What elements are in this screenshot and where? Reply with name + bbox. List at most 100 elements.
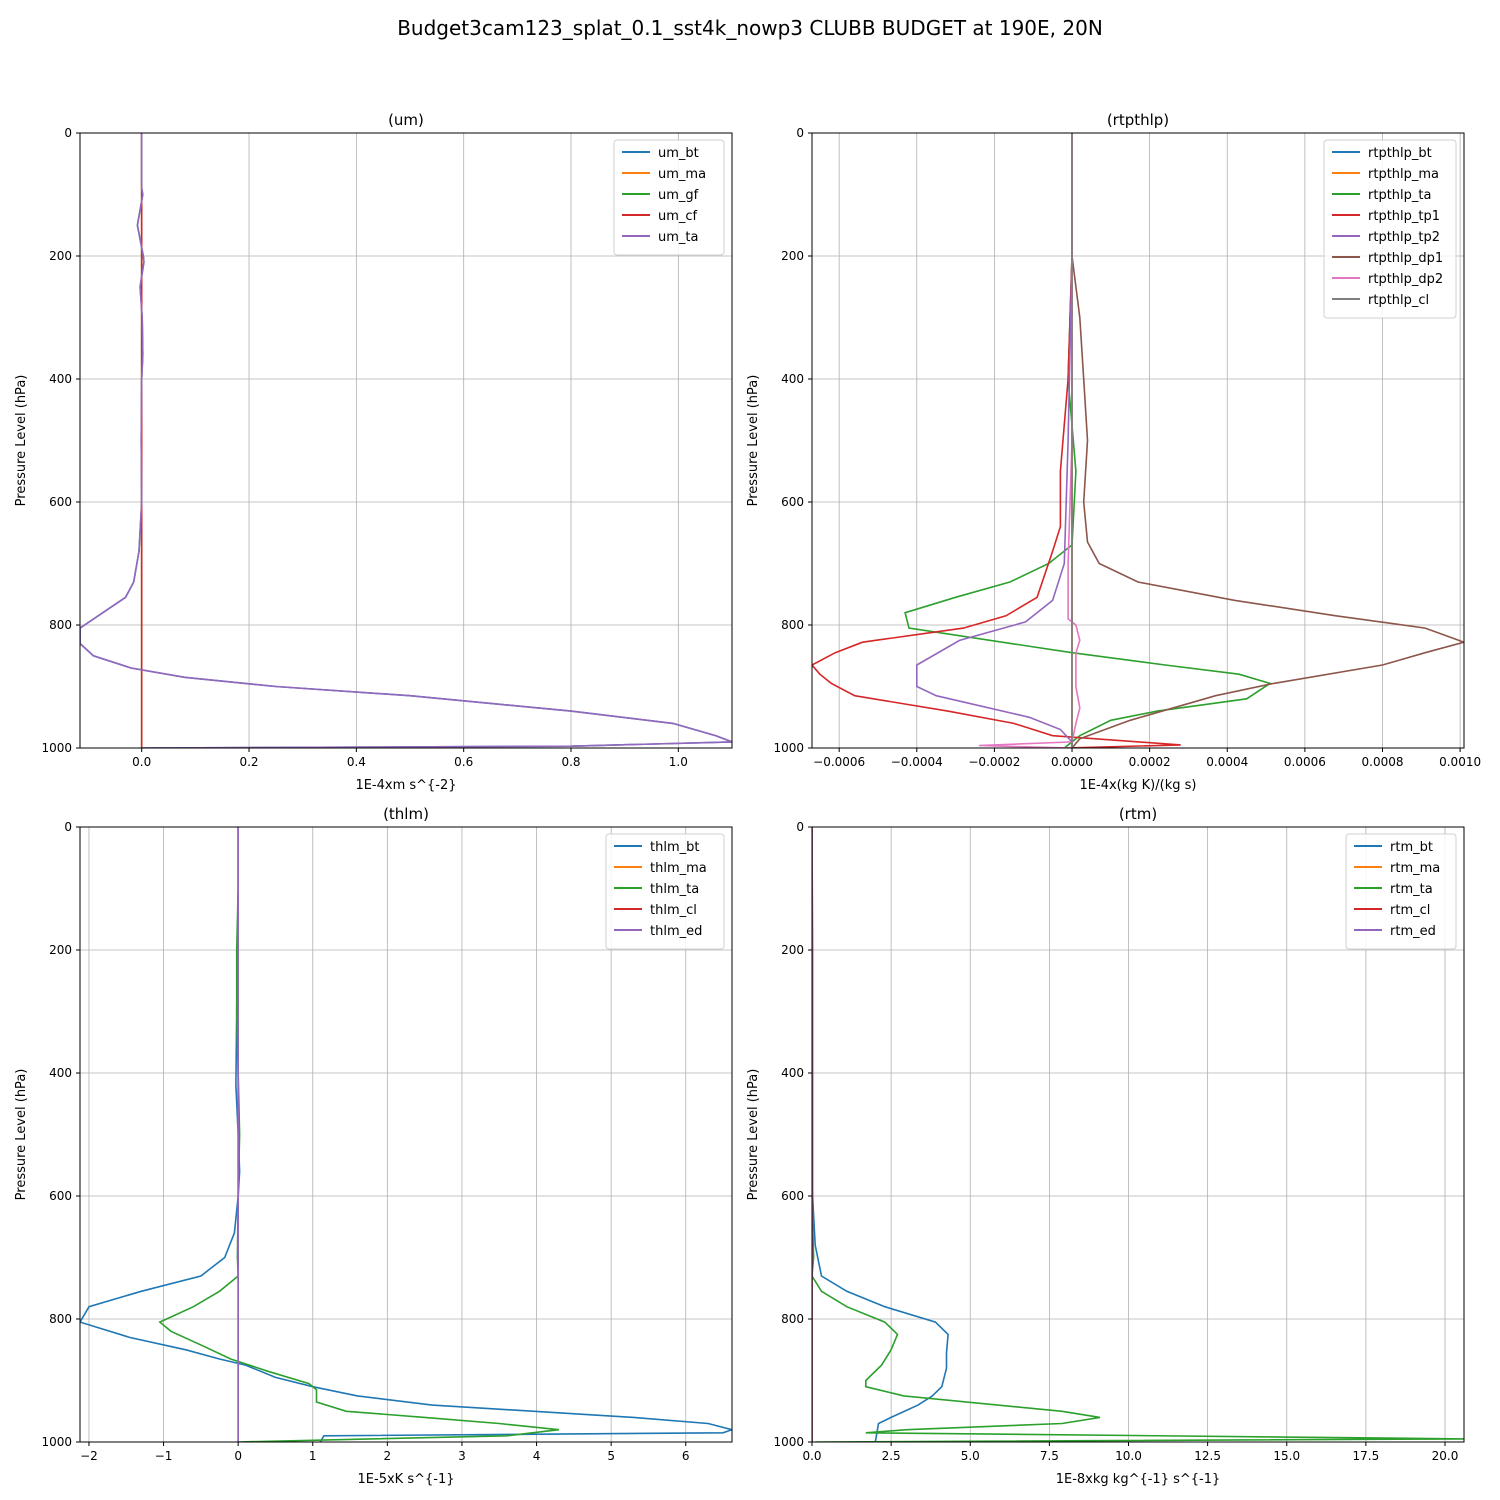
y-axis-label: Pressure Level (hPa) <box>14 1069 29 1201</box>
y-tick-label: 200 <box>49 943 72 957</box>
y-tick-label: 1000 <box>41 741 72 755</box>
x-tick-label: 5 <box>607 1449 615 1463</box>
legend-entry: thlm_bt <box>650 840 699 855</box>
series-line-rtm_ta <box>812 827 1464 1442</box>
y-tick-label: 0 <box>64 126 72 140</box>
y-tick-label: 600 <box>49 495 72 509</box>
legend-entry: rtm_cl <box>1390 903 1430 918</box>
legend-box <box>1323 139 1457 319</box>
legend-entry: thlm_ta <box>650 882 699 897</box>
x-tick-label: 1.0 <box>669 755 688 769</box>
y-tick-label: 600 <box>49 1189 72 1203</box>
x-tick-label: 0.0000 <box>1051 755 1093 769</box>
x-tick-label: 0.0008 <box>1362 755 1404 769</box>
y-tick-label: 200 <box>781 249 804 263</box>
x-tick-label: 6 <box>682 1449 690 1463</box>
axes-frame <box>79 826 733 1443</box>
y-tick-label: 1000 <box>773 741 804 755</box>
x-tick-label: 0.0010 <box>1439 755 1481 769</box>
legend-entry: rtpthlp_tp1 <box>1368 209 1440 224</box>
y-tick-label: 800 <box>49 1312 72 1326</box>
x-tick-label: 0.0002 <box>1129 755 1171 769</box>
x-tick-label: 0.6 <box>454 755 473 769</box>
y-tick-label: 1000 <box>773 1435 804 1449</box>
y-tick-label: 400 <box>49 372 72 386</box>
x-tick-label: −0.0006 <box>813 755 865 769</box>
panel-title: (rtm) <box>1119 805 1157 823</box>
x-axis-label: 1E-4x(kg K)/(kg s) <box>1080 778 1197 793</box>
y-axis-label: Pressure Level (hPa) <box>14 375 29 507</box>
y-axis-label: Pressure Level (hPa) <box>746 375 761 507</box>
series-line-rtpthlp_ta <box>904 133 1272 748</box>
legend-entry: um_bt <box>658 146 699 161</box>
x-tick-label: 20.0 <box>1432 1449 1459 1463</box>
series-line-rtm_bt <box>812 827 949 1442</box>
x-tick-label: −0.0002 <box>968 755 1020 769</box>
legend-entry: rtpthlp_cl <box>1368 293 1429 308</box>
series-line-rtpthlp_dp1 <box>1071 133 1464 748</box>
x-axis-label: 1E-4xm s^{-2} <box>355 778 456 793</box>
legend-entry: rtpthlp_ma <box>1368 167 1439 182</box>
legend-entry: um_ta <box>658 230 698 245</box>
series-line-thlm_ta <box>158 827 559 1442</box>
x-tick-label: −2 <box>80 1449 98 1463</box>
x-tick-label: 12.5 <box>1194 1449 1221 1463</box>
y-tick-label: 800 <box>49 618 72 632</box>
x-tick-label: 0.0006 <box>1284 755 1326 769</box>
y-tick-label: 0 <box>796 126 804 140</box>
legend-entry: rtm_ma <box>1390 861 1440 876</box>
legend-entry: rtpthlp_dp2 <box>1368 272 1443 287</box>
legend-entry: rtpthlp_bt <box>1368 146 1432 161</box>
y-tick-label: 400 <box>781 1066 804 1080</box>
x-tick-label: 2.5 <box>882 1449 901 1463</box>
axes-frame <box>811 132 1465 749</box>
chart-panel-1: 0.0 0.2 0.4 0.6 0.8 1.0 0 200 400 600 800 1000 (um) 1… <box>14 111 733 793</box>
x-tick-label: −0.0004 <box>891 755 943 769</box>
figure-title: Budget3cam123_splat_0.1_sst4k_nowp3 CLUB… <box>397 16 1103 40</box>
x-tick-label: −1 <box>155 1449 173 1463</box>
y-tick-label: 0 <box>796 820 804 834</box>
y-tick-label: 0 <box>64 820 72 834</box>
y-tick-label: 800 <box>781 1312 804 1326</box>
x-tick-label: 0.0 <box>132 755 151 769</box>
x-tick-label: 0.8 <box>561 755 580 769</box>
panel-title: (um) <box>388 111 424 129</box>
legend-entry: rtm_ta <box>1390 882 1433 897</box>
x-tick-label: 7.5 <box>1040 1449 1059 1463</box>
x-tick-label: 2 <box>384 1449 392 1463</box>
x-tick-label: 15.0 <box>1273 1449 1300 1463</box>
y-tick-label: 600 <box>781 1189 804 1203</box>
legend-box <box>1345 833 1457 950</box>
y-tick-label: 600 <box>781 495 804 509</box>
legend-box <box>605 833 725 950</box>
legend-entry: thlm_cl <box>650 903 697 918</box>
legend-entry: rtpthlp_dp1 <box>1368 251 1443 266</box>
x-tick-label: 10.0 <box>1115 1449 1142 1463</box>
x-tick-label: 0.0 <box>802 1449 821 1463</box>
x-tick-label: 5.0 <box>961 1449 980 1463</box>
panel-title: (rtpthlp) <box>1107 111 1169 129</box>
x-axis-label: 1E-5xK s^{-1} <box>358 1472 455 1487</box>
legend-entry: rtm_bt <box>1390 840 1433 855</box>
x-tick-label: 0.0004 <box>1206 755 1248 769</box>
x-tick-label: 0.2 <box>239 755 258 769</box>
y-axis-label: Pressure Level (hPa) <box>746 1069 761 1201</box>
x-tick-label: 17.5 <box>1353 1449 1380 1463</box>
series-line-um_ta <box>80 133 732 748</box>
legend-entry: thlm_ed <box>650 924 702 939</box>
panel-title: (thlm) <box>383 805 429 823</box>
axes-frame <box>79 132 733 749</box>
chart-panel-2: −0.0006 −0.0004 −0.0002 0.0000 0.0002 0.0004 0… <box>746 111 1481 793</box>
y-tick-label: 400 <box>781 372 804 386</box>
legend-entry: um_gf <box>658 188 699 203</box>
x-tick-label: 0 <box>234 1449 242 1463</box>
axes-frame <box>811 826 1465 1443</box>
legend-entry: um_cf <box>658 209 698 224</box>
y-tick-label: 200 <box>781 943 804 957</box>
legend-entry: thlm_ma <box>650 861 707 876</box>
x-tick-label: 0.4 <box>347 755 366 769</box>
legend-box <box>613 139 725 256</box>
y-tick-label: 200 <box>49 249 72 263</box>
y-tick-label: 1000 <box>41 1435 72 1449</box>
